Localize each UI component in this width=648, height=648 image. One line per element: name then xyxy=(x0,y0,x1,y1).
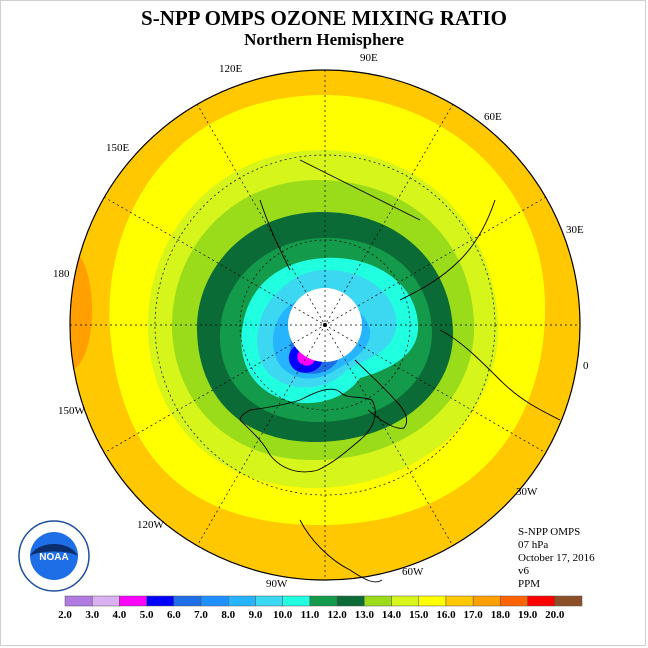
info-units: PPM xyxy=(518,578,541,590)
lon-label-120w: 120W xyxy=(137,519,164,531)
colorbar-tick-label: 17.0 xyxy=(463,609,483,621)
colorbar-tick-label: 4.0 xyxy=(112,609,127,621)
lon-label-90e: 90E xyxy=(360,52,378,64)
logo-text: NOAA xyxy=(39,552,68,563)
central-america-coast xyxy=(299,519,383,583)
greenland-coast xyxy=(354,359,407,429)
colorbar-swatch xyxy=(472,595,501,607)
info-block: S-NPP OMPS 07 hPa October 17, 2016 v6 PP… xyxy=(518,526,595,591)
info-date: October 17, 2016 xyxy=(518,552,595,564)
info-instrument: S-NPP OMPS xyxy=(518,526,581,538)
colorbar-swatch xyxy=(173,595,202,607)
lon-label-60e: 60E xyxy=(484,111,502,123)
colorbar-tick-label: 5.0 xyxy=(139,609,154,621)
colorbar-tick-label: 7.0 xyxy=(194,609,208,621)
map-title: S-NPP OMPS OZONE MIXING RATIO xyxy=(141,6,507,30)
zone-17 xyxy=(70,250,92,370)
colorbar-tick-label: 13.0 xyxy=(354,609,374,621)
colorbar xyxy=(64,595,583,607)
asia-coast xyxy=(299,159,421,221)
colorbar-swatch xyxy=(445,595,474,607)
colorbar-swatch xyxy=(527,595,556,607)
coastlines xyxy=(239,159,561,583)
ozone-field xyxy=(70,70,580,580)
north-pole-marker xyxy=(323,323,327,327)
colorbar-tick-label: 3.0 xyxy=(85,609,100,621)
colorbar-swatch xyxy=(364,595,392,607)
colorbar-swatch xyxy=(309,595,338,607)
colorbar-swatch xyxy=(554,595,583,607)
europe-coast xyxy=(399,199,496,301)
info-version: v6 xyxy=(518,565,529,577)
colorbar-tick-label: 16.0 xyxy=(436,609,456,621)
lon-label-60w: 60W xyxy=(402,566,424,578)
lon-label-120e: 120E xyxy=(219,63,243,75)
colorbar-tick-label: 20.0 xyxy=(545,609,565,621)
colorbar-tick-label: 2.0 xyxy=(58,609,72,621)
colorbar-tick-label: 10.0 xyxy=(273,609,293,621)
colorbar-tick-label: 11.0 xyxy=(300,609,320,621)
colorbar-tick-label: 15.0 xyxy=(409,609,429,621)
colorbar-swatch xyxy=(500,595,528,607)
lon-label-180: 180 xyxy=(53,268,70,280)
colorbar-tick-label: 9.0 xyxy=(248,609,263,621)
colorbar-tick-label: 14.0 xyxy=(381,609,402,621)
colorbar-tick-label: 18.0 xyxy=(490,609,510,621)
colorbar-tick-label: 12.0 xyxy=(327,609,347,621)
colorbar-tick-label: 19.0 xyxy=(517,609,538,621)
north-america-coast xyxy=(239,388,376,473)
lon-label-150w: 150W xyxy=(58,405,85,417)
lon-label-30e: 30E xyxy=(566,224,584,236)
logo-bird xyxy=(30,544,78,556)
lon-label-30w: 30W xyxy=(516,486,538,498)
colorbar-swatch xyxy=(255,595,283,607)
colorbar-swatch xyxy=(282,595,311,607)
africa-coast xyxy=(439,329,561,421)
colorbar-swatch xyxy=(64,595,93,607)
lon-label-0: 0 xyxy=(583,360,589,372)
colorbar-swatch xyxy=(418,595,447,607)
colorbar-swatch xyxy=(200,595,229,607)
noaa-logo: NOAA xyxy=(18,520,90,592)
colorbar-tick-label: 8.0 xyxy=(221,609,236,621)
lon-label-90w: 90W xyxy=(266,578,288,590)
colorbar-swatch xyxy=(228,595,256,607)
map-subtitle: Northern Hemisphere xyxy=(244,30,404,49)
colorbar-swatch xyxy=(146,595,175,607)
colorbar-swatch xyxy=(119,595,147,607)
info-level: 07 hPa xyxy=(518,539,549,551)
colorbar-swatch xyxy=(336,595,365,607)
colorbar-swatch xyxy=(91,595,120,607)
colorbar-tick-label: 6.0 xyxy=(166,609,181,621)
lon-label-150e: 150E xyxy=(106,142,130,154)
logo-disk xyxy=(30,532,78,580)
colorbar-swatch xyxy=(391,595,419,607)
map-border xyxy=(69,69,581,581)
